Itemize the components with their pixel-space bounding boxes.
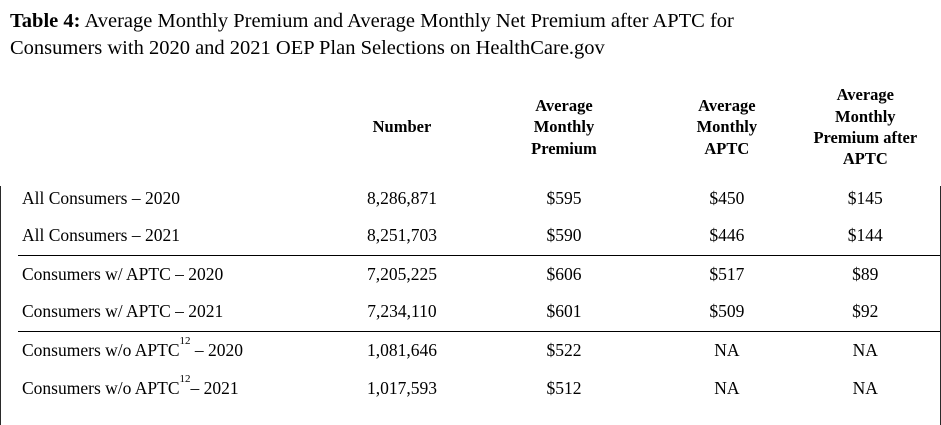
cell-number: 1,017,593 bbox=[366, 377, 437, 398]
cell-avg-aptc: $509 bbox=[664, 293, 790, 332]
page-title: Table 4: Average Monthly Premium and Ave… bbox=[0, 0, 941, 62]
cell-avg-aptc: NA bbox=[714, 339, 740, 360]
col-header-avg-premium: Average Monthly Premium bbox=[531, 95, 597, 158]
col-header-avg-net-premium: Average Monthly Premium after APTC bbox=[813, 85, 918, 169]
cell-net-premium: $92 bbox=[789, 293, 941, 332]
cell-number: 1,081,646 bbox=[366, 339, 437, 360]
cell-number: 7,205,225 bbox=[366, 263, 437, 284]
cell-net-premium: $144 bbox=[789, 217, 941, 256]
premium-table-wrapper: Number Average Monthly Premium Average M… bbox=[18, 75, 941, 407]
footnote-ref: 12 bbox=[179, 334, 191, 347]
row-label: Consumers w/o APTC12– 2021 bbox=[22, 372, 239, 398]
cell-avg-premium: $512 bbox=[546, 377, 582, 398]
col-header-avg-aptc: Average Monthly APTC bbox=[696, 95, 758, 158]
row-label: Consumers w/o APTC12 – 2020 bbox=[22, 334, 244, 360]
footnote-ref: 12 bbox=[179, 372, 191, 385]
cell-avg-premium: $606 bbox=[546, 263, 582, 284]
cell-number: 7,234,110 bbox=[340, 293, 464, 332]
cell-net-premium: $145 bbox=[847, 187, 883, 208]
table-number-label: Table 4: bbox=[10, 10, 81, 32]
cell-avg-premium: $590 bbox=[463, 217, 665, 256]
cell-avg-aptc: $450 bbox=[709, 187, 745, 208]
col-header-blank bbox=[18, 75, 340, 179]
row-label: Consumers w/ APTC – 2020 bbox=[22, 263, 224, 284]
row-label: All Consumers – 2021 bbox=[18, 217, 341, 256]
table-left-border bbox=[0, 186, 1, 425]
cell-net-premium: NA bbox=[852, 377, 878, 398]
header-row: Number Average Monthly Premium Average M… bbox=[18, 75, 941, 179]
cell-avg-premium: $595 bbox=[546, 187, 582, 208]
cell-number: 8,251,703 bbox=[340, 217, 464, 256]
row-label: Consumers w/ APTC – 2021 bbox=[18, 293, 341, 332]
col-header-number: Number bbox=[372, 117, 432, 137]
title-line2: Consumers with 2020 and 2021 OEP Plan Se… bbox=[10, 37, 605, 59]
cell-avg-aptc: NA bbox=[714, 377, 740, 398]
cell-number: 8,286,871 bbox=[366, 187, 437, 208]
cell-avg-premium: $522 bbox=[546, 339, 582, 360]
cell-avg-aptc: $446 bbox=[664, 217, 790, 256]
table-row: All Consumers – 2021 8,251,703 $590 $446… bbox=[18, 217, 941, 256]
table-row: Consumers w/ APTC – 2021 7,234,110 $601 … bbox=[18, 293, 941, 332]
table-row: All Consumers – 2020 8,286,871 $595 $450… bbox=[18, 179, 941, 217]
table-row: Consumers w/ APTC – 2020 7,205,225 $606 … bbox=[18, 255, 941, 293]
table-row: Consumers w/o APTC12– 2021 1,017,593 $51… bbox=[18, 369, 941, 407]
cell-avg-premium: $601 bbox=[463, 293, 665, 332]
table-row: Consumers w/o APTC12 – 2020 1,081,646 $5… bbox=[18, 331, 941, 369]
cell-net-premium: $89 bbox=[852, 263, 879, 284]
row-label: All Consumers – 2020 bbox=[22, 187, 180, 208]
title-line1: Average Monthly Premium and Average Mont… bbox=[80, 10, 734, 32]
premium-table: Number Average Monthly Premium Average M… bbox=[18, 75, 941, 407]
cell-avg-aptc: $517 bbox=[709, 263, 745, 284]
cell-net-premium: NA bbox=[852, 339, 878, 360]
